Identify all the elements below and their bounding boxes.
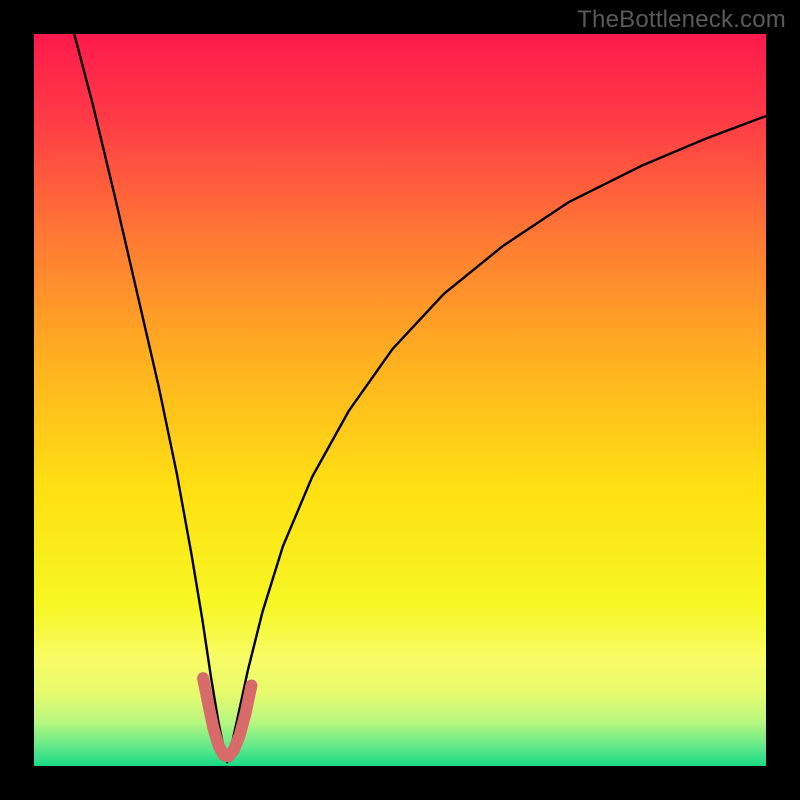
plot-area <box>34 34 766 766</box>
watermark-text: TheBottleneck.com <box>577 6 786 34</box>
chart-svg <box>34 34 766 766</box>
chart-background <box>34 34 766 766</box>
